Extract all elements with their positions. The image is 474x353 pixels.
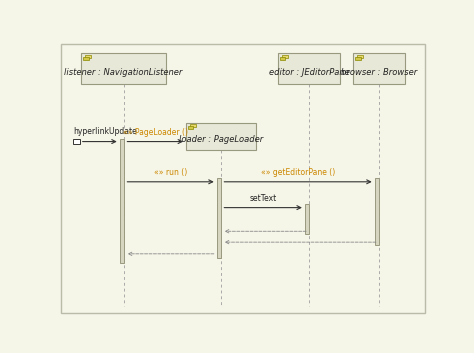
Text: loader : PageLoader: loader : PageLoader [179, 135, 263, 144]
Bar [188, 126, 193, 129]
Text: browser : Browser: browser : Browser [341, 68, 417, 77]
Text: «» run (): «» run () [154, 168, 187, 177]
Bar [280, 57, 285, 60]
Bar [83, 57, 89, 60]
Bar [73, 139, 80, 144]
Text: editor : JEditorPane: editor : JEditorPane [269, 68, 349, 77]
Bar [374, 178, 379, 245]
Bar [355, 57, 361, 60]
Bar [82, 53, 166, 84]
Bar [190, 124, 196, 127]
Bar [278, 53, 340, 84]
Text: «» PageLoader (): «» PageLoader () [123, 128, 188, 137]
Bar [217, 178, 221, 258]
Text: hyperlinkUpdate: hyperlinkUpdate [73, 127, 137, 136]
Bar [119, 139, 125, 263]
Bar [85, 55, 91, 58]
Bar [186, 122, 256, 150]
Bar [282, 55, 288, 58]
Text: «» getEditorPane (): «» getEditorPane () [261, 168, 335, 177]
Bar [353, 53, 405, 84]
Bar [305, 204, 309, 234]
Bar [357, 55, 363, 58]
Text: setText: setText [249, 194, 277, 203]
Text: listener : NavigationListener: listener : NavigationListener [64, 68, 182, 77]
